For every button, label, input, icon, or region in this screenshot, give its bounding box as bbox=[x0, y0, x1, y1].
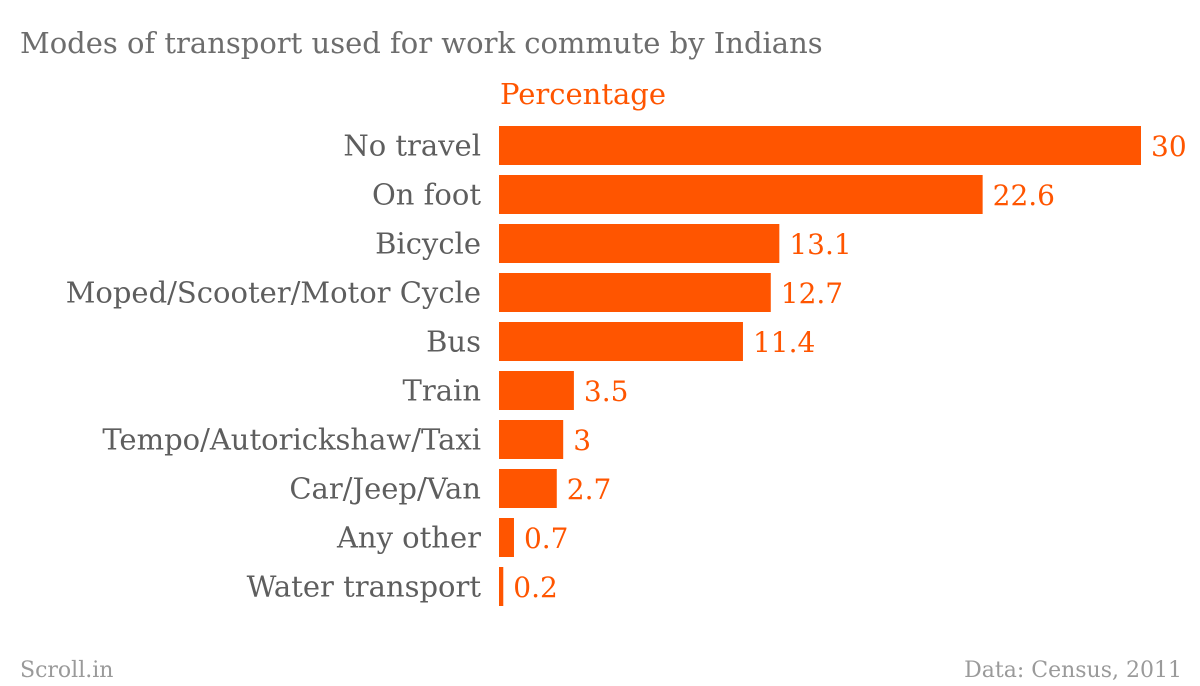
footer-credit: Data: Census, 2011 bbox=[964, 658, 1182, 683]
bar bbox=[499, 175, 983, 214]
value-label: 22.6 bbox=[993, 179, 1055, 212]
bar bbox=[499, 420, 564, 459]
category-label: Car/Jeep/Van bbox=[289, 472, 481, 506]
category-labels-group: No travel On foot Bicycle Moped/Scooter/Mot… bbox=[66, 129, 482, 604]
bar bbox=[499, 322, 743, 361]
value-labels-group: 30 22.6 13.1 12.7 11.4 3.5 3 2.7 0.7 0.2 bbox=[513, 130, 1186, 604]
bar bbox=[499, 567, 504, 606]
value-label: 11.4 bbox=[753, 326, 815, 359]
bar bbox=[499, 518, 514, 557]
bar bbox=[499, 469, 557, 508]
category-label: Water transport bbox=[247, 570, 482, 604]
value-label: 2.7 bbox=[567, 473, 612, 506]
value-label: 3.5 bbox=[584, 375, 629, 408]
bar bbox=[499, 224, 780, 263]
bar bbox=[499, 371, 574, 410]
bar bbox=[499, 126, 1141, 165]
category-label: Moped/Scooter/Motor Cycle bbox=[66, 276, 481, 310]
category-label: Bus bbox=[426, 325, 481, 359]
category-label: Bicycle bbox=[375, 227, 481, 261]
value-label: 0.7 bbox=[524, 522, 569, 555]
category-label: Train bbox=[403, 374, 481, 408]
bars-group bbox=[499, 126, 1141, 606]
chart-title: Modes of transport used for work commute… bbox=[20, 26, 823, 60]
category-label: No travel bbox=[343, 129, 481, 163]
value-label: 13.1 bbox=[789, 228, 851, 261]
value-label: 12.7 bbox=[781, 277, 843, 310]
category-label: Any other bbox=[336, 521, 481, 555]
category-label: Tempo/Autorickshaw/Taxi bbox=[102, 423, 481, 457]
footer-brand: Scroll.in bbox=[20, 658, 113, 683]
value-label: 30 bbox=[1151, 130, 1187, 163]
series-name-label: Percentage bbox=[500, 77, 666, 111]
category-label: On foot bbox=[372, 178, 481, 212]
bar bbox=[499, 273, 771, 312]
value-label: 0.2 bbox=[513, 571, 558, 604]
value-label: 3 bbox=[573, 424, 591, 457]
